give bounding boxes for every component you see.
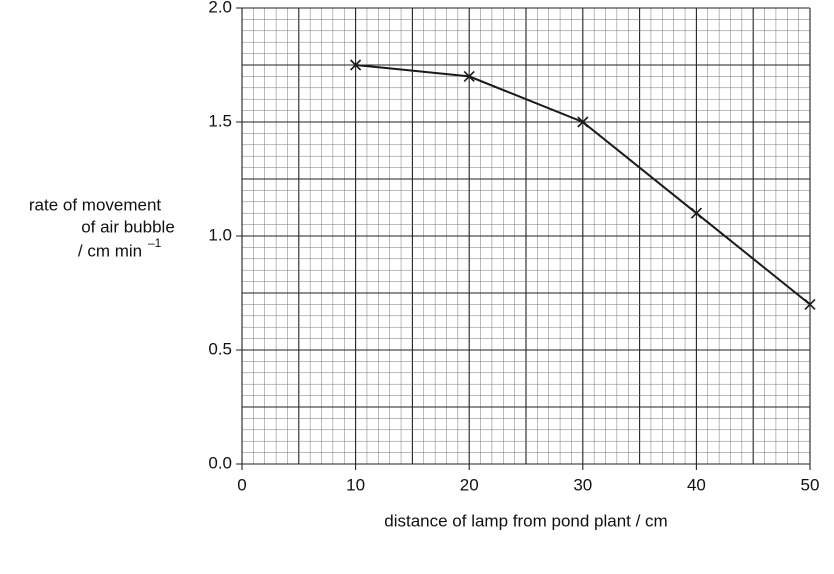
x-tick-label: 30 (573, 475, 592, 494)
y-tick-label: 2.0 (208, 0, 232, 16)
x-tick-label: 10 (346, 475, 365, 494)
x-axis-label: distance of lamp from pond plant / cm (384, 511, 667, 530)
data-marker (577, 116, 589, 128)
y-tick-label: 0.0 (208, 453, 232, 472)
y-axis-label: of air bubble (81, 217, 175, 236)
x-tick-label: 40 (687, 475, 706, 494)
x-tick-label: 50 (801, 475, 820, 494)
x-tick-label: 0 (237, 475, 246, 494)
y-axis-label: / cm min (78, 241, 142, 260)
y-axis-label: rate of movement (29, 195, 162, 214)
y-tick-label: 1.5 (208, 111, 232, 130)
data-marker (463, 70, 475, 82)
data-marker (690, 207, 702, 219)
y-axis-label-superscript: –1 (148, 236, 162, 250)
y-tick-label: 0.5 (208, 339, 232, 358)
y-tick-label: 1.0 (208, 225, 232, 244)
x-tick-label: 20 (460, 475, 479, 494)
data-marker (804, 298, 816, 310)
data-marker (350, 59, 362, 71)
